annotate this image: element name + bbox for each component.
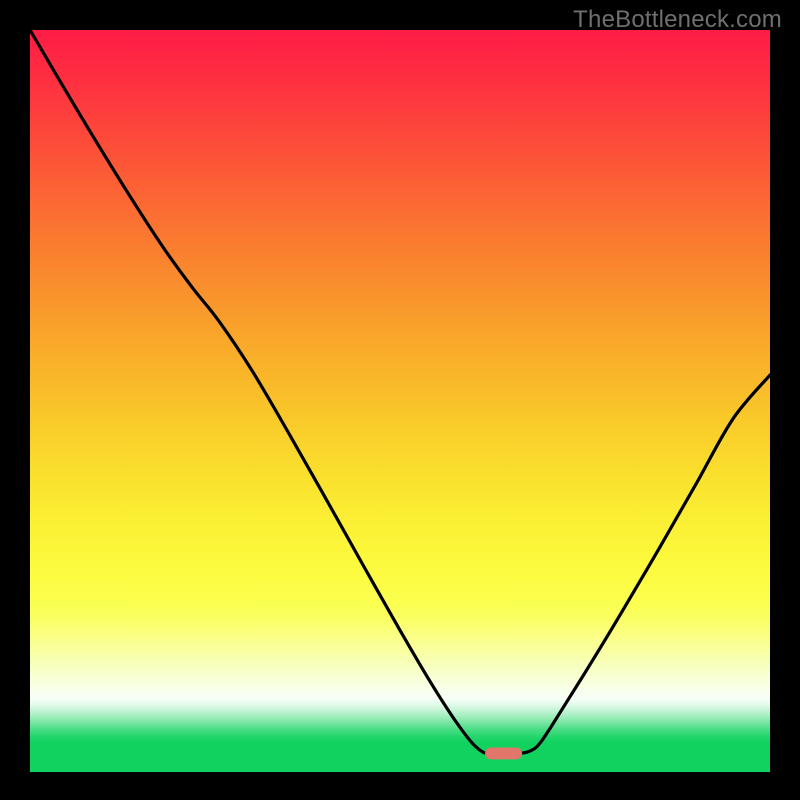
- gradient-background: [30, 30, 770, 772]
- watermark-text: TheBottleneck.com: [573, 6, 782, 34]
- bottleneck-chart: [30, 30, 770, 772]
- optimum-marker: [485, 748, 522, 760]
- figure-outer: TheBottleneck.com: [0, 0, 800, 800]
